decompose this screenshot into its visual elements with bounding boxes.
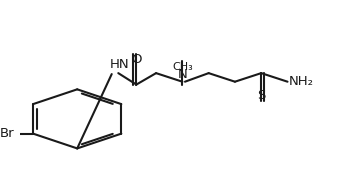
Text: Br: Br xyxy=(0,127,14,140)
Text: NH₂: NH₂ xyxy=(289,75,313,88)
Text: S: S xyxy=(257,89,266,102)
Text: O: O xyxy=(131,53,142,66)
Text: CH₃: CH₃ xyxy=(172,62,193,72)
Text: HN: HN xyxy=(110,58,130,71)
Text: N: N xyxy=(178,68,187,81)
